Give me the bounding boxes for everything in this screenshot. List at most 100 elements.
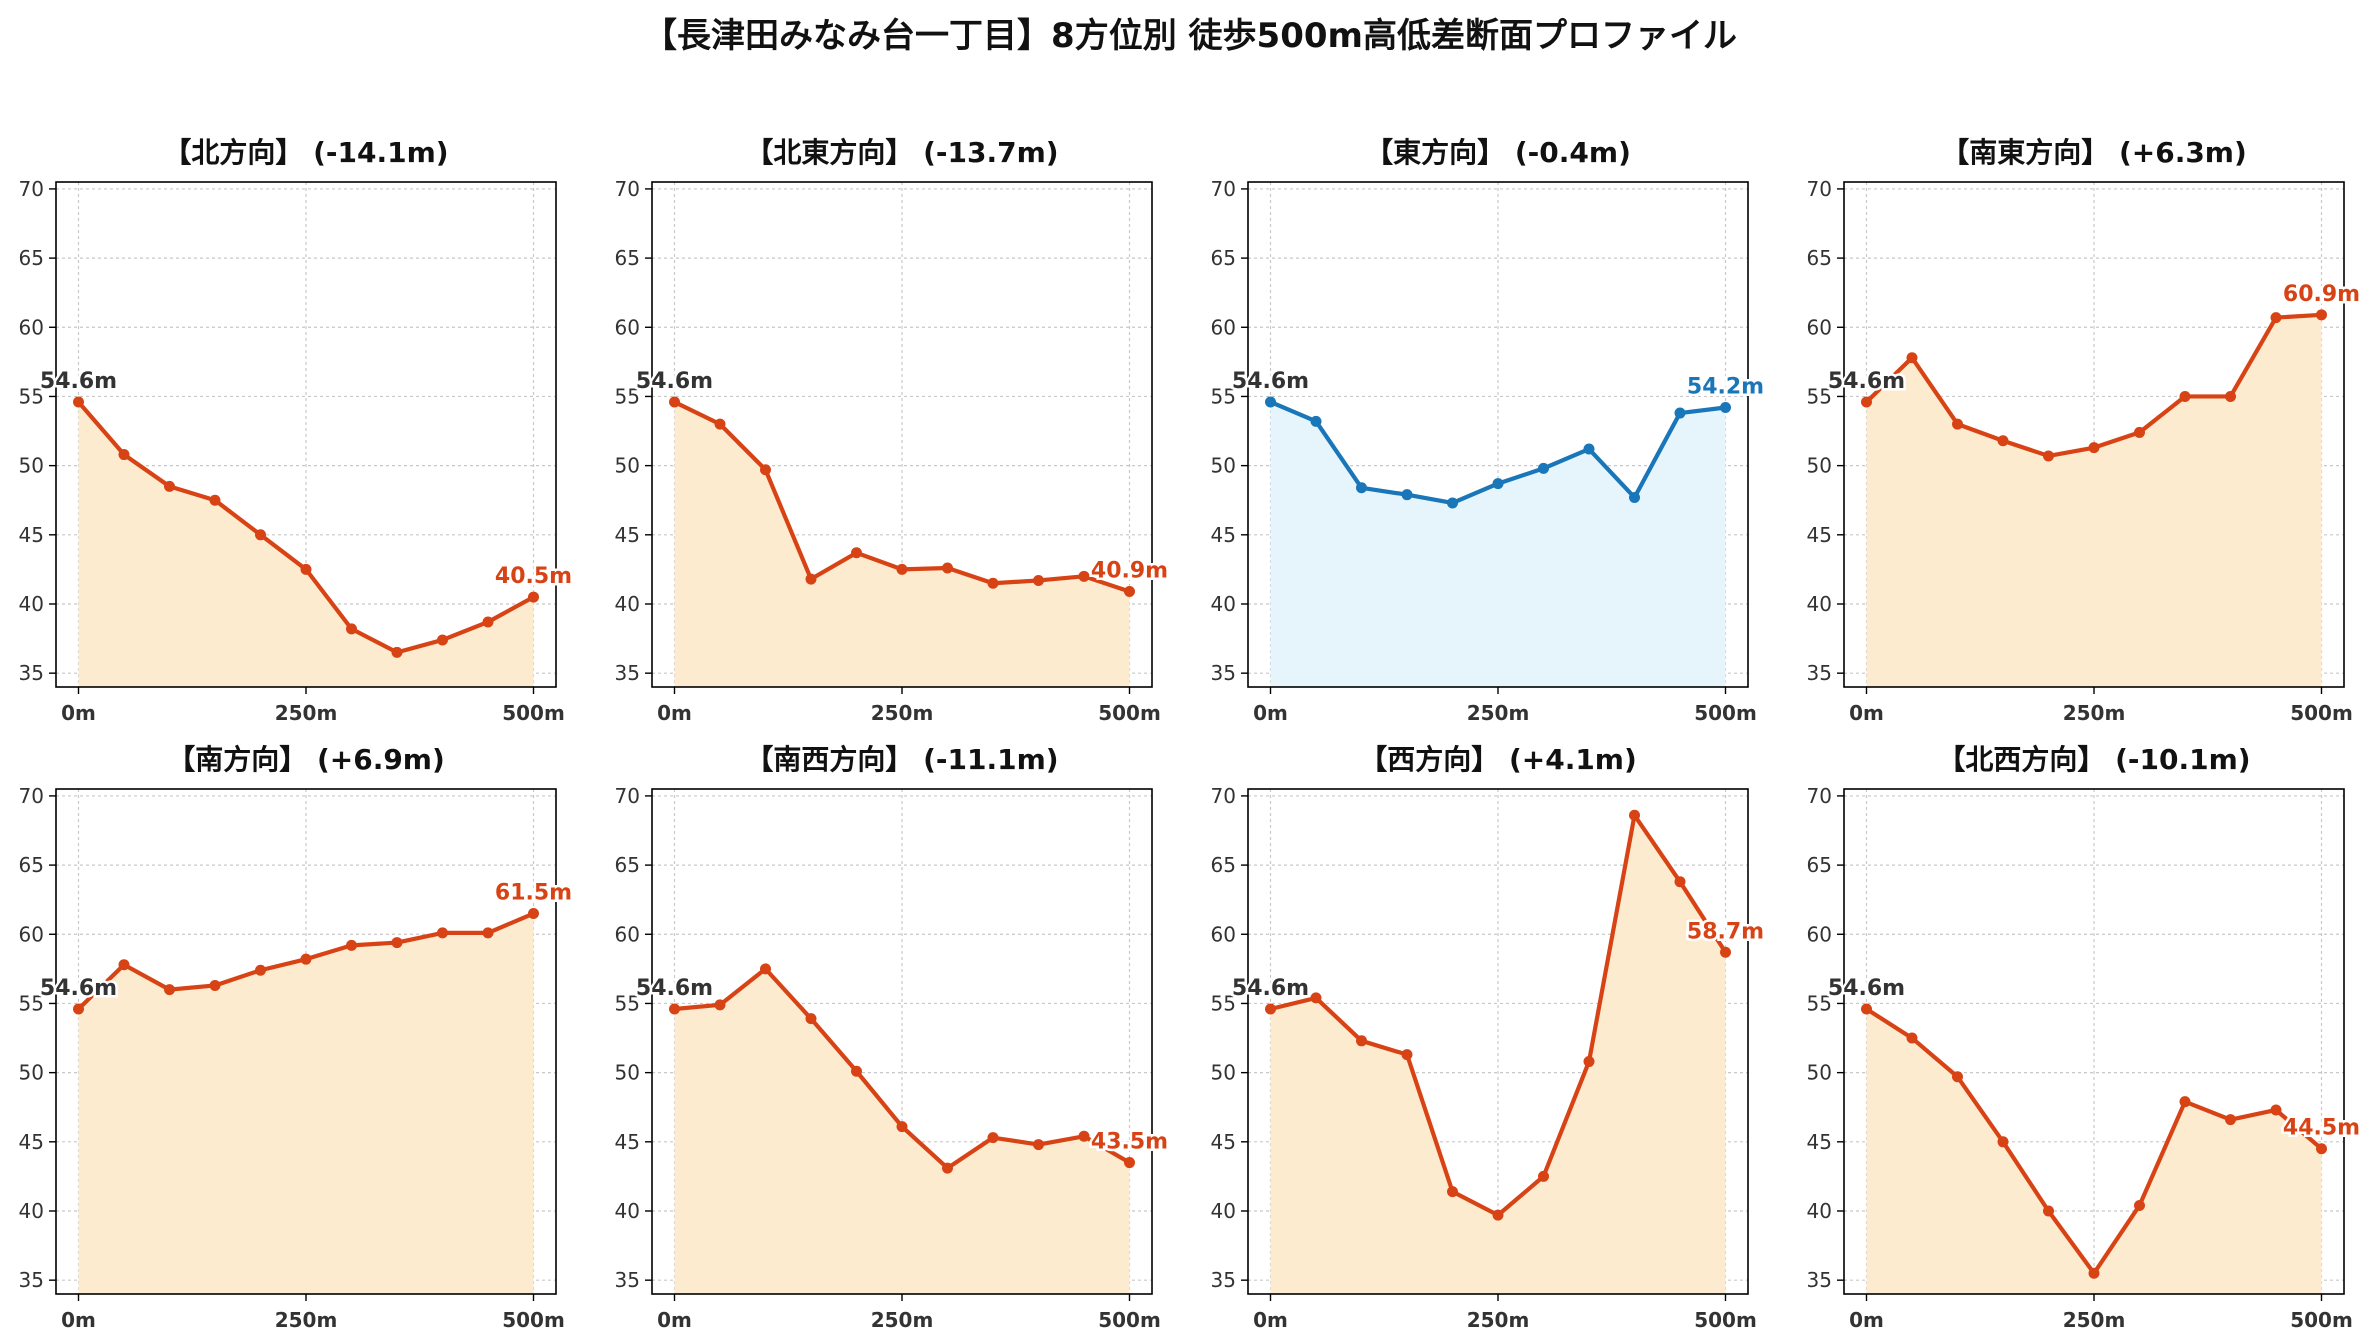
y-tick-label: 70	[19, 784, 44, 808]
x-tick-label: 0m	[1849, 1308, 1884, 1332]
figure-title: 【長津田みなみ台一丁目】8方位別 徒歩500m高低差断面プロファイル	[643, 16, 1737, 56]
elevation-point	[1861, 1003, 1872, 1015]
x-tick-label: 500m	[502, 701, 565, 725]
y-tick-label: 60	[1807, 922, 1832, 946]
elevation-point	[1720, 402, 1731, 414]
y-tick-label: 65	[1807, 853, 1832, 877]
elevation-point	[164, 984, 175, 996]
y-tick-label: 40	[19, 1199, 44, 1223]
elevation-point	[164, 480, 175, 492]
elevation-point	[1629, 491, 1640, 503]
y-tick-label: 40	[1211, 1199, 1236, 1223]
y-tick-label: 55	[19, 384, 44, 408]
elevation-point	[1078, 1130, 1090, 1142]
y-tick-label: 65	[1807, 246, 1832, 270]
start-elevation-label: 54.6m	[636, 976, 713, 1001]
elevation-point	[669, 1003, 680, 1015]
end-elevation-label: 61.5m	[495, 881, 572, 906]
y-tick-label: 35	[1807, 661, 1832, 685]
profile-panel-3: 【南東方向】 (+6.3m) 35 40 45 50 55 60 65 70 0m 250m 500m…	[1807, 136, 2363, 725]
elevation-point	[118, 959, 130, 971]
end-elevation-label: 40.5m	[495, 564, 572, 589]
elevation-point	[2225, 390, 2236, 402]
elevation-area	[1866, 1008, 2322, 1294]
y-tick-label: 45	[615, 1130, 640, 1154]
elevation-point	[987, 1132, 999, 1144]
elevation-point	[2179, 390, 2191, 402]
y-tick-label: 70	[1211, 177, 1236, 201]
y-tick-label: 70	[1211, 784, 1236, 808]
elevation-point	[209, 494, 221, 506]
elevation-point	[482, 616, 494, 628]
start-elevation-label: 54.6m	[1232, 369, 1309, 394]
y-tick-label: 40	[1211, 592, 1236, 616]
y-tick-label: 60	[615, 315, 640, 339]
elevation-point	[2270, 1104, 2282, 1116]
y-tick-label: 70	[615, 784, 640, 808]
profile-panel-2: 【東方向】 (-0.4m) 35 40 45 50 55 60 65 70 0m 250m 500m 5…	[1211, 136, 1767, 725]
elevation-area	[78, 401, 534, 687]
elevation-point	[1401, 489, 1413, 501]
elevation-point	[1401, 1049, 1413, 1061]
end-elevation-label: 43.5m	[1091, 1130, 1168, 1155]
y-tick-label: 65	[19, 246, 44, 270]
panel-title: 【南東方向】 (+6.3m)	[1941, 136, 2247, 169]
elevation-point	[2043, 1205, 2054, 1217]
panel-title: 【南西方向】 (-11.1m)	[745, 743, 1058, 776]
y-tick-label: 70	[1807, 177, 1832, 201]
x-tick-label: 500m	[1694, 1308, 1757, 1332]
elevation-point	[2088, 1267, 2100, 1279]
y-tick-label: 40	[19, 592, 44, 616]
elevation-point	[1265, 396, 1276, 408]
profile-panel-7: 【北西方向】 (-10.1m) 35 40 45 50 55 60 65 70 0m 250m 500…	[1807, 743, 2363, 1332]
end-elevation-label: 60.9m	[2283, 282, 2360, 307]
start-elevation-label: 54.6m	[1828, 976, 1905, 1001]
elevation-point	[1356, 482, 1367, 494]
y-tick-label: 35	[1807, 1268, 1832, 1292]
x-tick-label: 250m	[871, 701, 934, 725]
y-tick-label: 50	[1211, 1061, 1236, 1085]
elevation-point	[528, 908, 539, 920]
elevation-point	[2088, 442, 2100, 454]
x-tick-label: 0m	[1849, 701, 1884, 725]
y-tick-label: 60	[19, 922, 44, 946]
elevation-point	[714, 999, 726, 1011]
elevation-point	[1629, 809, 1640, 821]
y-tick-label: 50	[615, 1061, 640, 1085]
elevation-point	[391, 937, 403, 949]
y-tick-label: 55	[615, 991, 640, 1015]
x-tick-label: 250m	[2063, 701, 2126, 725]
y-tick-label: 35	[615, 1268, 640, 1292]
elevation-point	[1310, 415, 1322, 427]
x-tick-label: 500m	[2290, 1308, 2353, 1332]
y-tick-label: 35	[19, 1268, 44, 1292]
x-tick-label: 500m	[502, 1308, 565, 1332]
elevation-point	[714, 418, 726, 430]
elevation-point	[2134, 1199, 2145, 1211]
elevation-point	[2043, 450, 2054, 462]
panel-title: 【北東方向】 (-13.7m)	[745, 136, 1058, 169]
elevation-area	[674, 401, 1130, 687]
elevation-point	[1861, 396, 1872, 408]
y-tick-label: 65	[1211, 853, 1236, 877]
y-tick-label: 40	[1807, 1199, 1832, 1223]
x-tick-label: 250m	[1467, 1308, 1530, 1332]
elevation-point	[2225, 1114, 2236, 1126]
elevation-point	[391, 646, 403, 658]
x-tick-label: 500m	[2290, 701, 2353, 725]
elevation-area	[1270, 401, 1726, 687]
x-tick-label: 250m	[871, 1308, 934, 1332]
end-elevation-label: 40.9m	[1091, 559, 1168, 584]
elevation-point	[2316, 1143, 2327, 1155]
start-elevation-label: 54.6m	[40, 976, 117, 1001]
y-tick-label: 65	[19, 853, 44, 877]
x-tick-label: 500m	[1098, 1308, 1161, 1332]
x-tick-label: 500m	[1694, 701, 1757, 725]
elevation-point	[255, 964, 266, 976]
y-tick-label: 50	[1807, 1061, 1832, 1085]
x-tick-label: 250m	[275, 701, 338, 725]
elevation-point	[896, 1121, 908, 1133]
x-tick-label: 0m	[1253, 701, 1288, 725]
elevation-point	[1447, 497, 1458, 509]
elevation-point	[209, 979, 221, 991]
